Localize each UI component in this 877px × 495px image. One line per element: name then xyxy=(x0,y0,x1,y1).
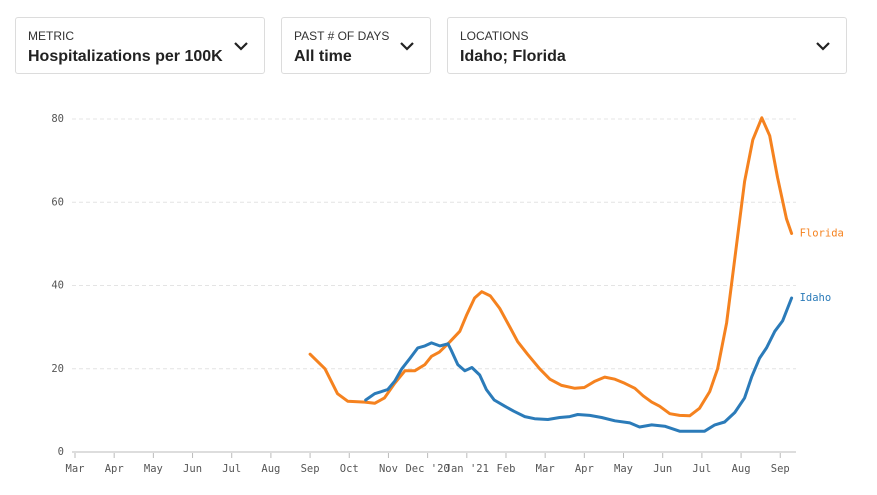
x-tick-label: Jul xyxy=(692,463,711,475)
x-tick-label: Jan '21 xyxy=(445,463,489,475)
x-tick-label: Mar xyxy=(66,463,85,475)
x-tick-label: Sep xyxy=(771,463,790,475)
x-tick-label: Jun xyxy=(183,463,202,475)
y-tick-label: 80 xyxy=(51,113,64,125)
x-tick-label: Jul xyxy=(222,463,241,475)
x-tick-label: Nov xyxy=(379,463,398,475)
x-tick-label: Aug xyxy=(732,463,751,475)
y-tick-label: 20 xyxy=(51,363,64,375)
chevron xyxy=(234,42,248,51)
y-tick-label: 60 xyxy=(51,196,64,208)
x-tick-label: Jun xyxy=(653,463,672,475)
x-tick-label: Sep xyxy=(301,463,320,475)
dropdown-value: Hospitalizations per 100K xyxy=(28,48,223,65)
x-tick-label: Aug xyxy=(261,463,280,475)
metric-dropdown[interactable]: METRIC Hospitalizations per 100K xyxy=(15,17,265,74)
dropdown-label: PAST # OF DAYS xyxy=(294,29,390,43)
x-tick-label: Feb xyxy=(496,463,515,475)
dropdown-label: METRIC xyxy=(28,29,74,43)
dropdown-value: All time xyxy=(294,48,352,65)
y-tick-label: 40 xyxy=(51,280,64,292)
x-tick-label: May xyxy=(614,463,633,475)
days-dropdown[interactable]: PAST # OF DAYS All time xyxy=(281,17,431,74)
x-tick-label: May xyxy=(144,463,163,475)
series-label: Florida xyxy=(800,227,844,239)
y-tick-label: 0 xyxy=(58,446,64,458)
dropdown-label: LOCATIONS xyxy=(460,29,529,43)
series-line xyxy=(364,296,794,433)
dropdown-value: Idaho; Florida xyxy=(460,48,566,65)
chevron xyxy=(400,42,414,51)
x-tick-label: Apr xyxy=(575,463,594,475)
x-tick-label: Apr xyxy=(105,463,124,475)
x-tick-label: Oct xyxy=(340,463,359,475)
series-label: Idaho xyxy=(800,292,832,304)
x-tick-label: Dec '20 xyxy=(405,463,449,475)
locations-dropdown[interactable]: LOCATIONS Idaho; Florida xyxy=(447,17,847,74)
x-tick-label: Mar xyxy=(536,463,555,475)
chevron xyxy=(816,42,830,51)
series-line xyxy=(308,116,794,418)
